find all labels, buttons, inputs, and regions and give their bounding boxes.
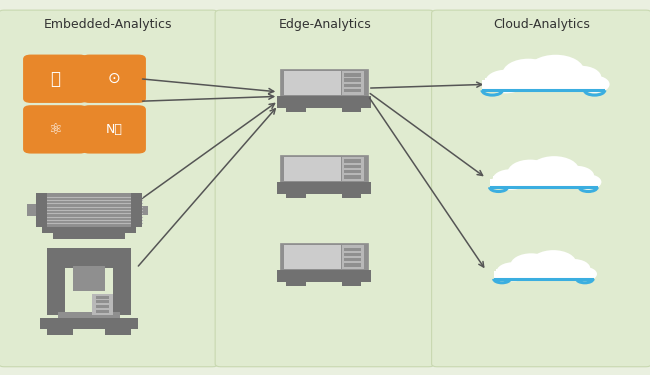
Bar bbox=[286, 107, 306, 112]
Bar bbox=[344, 263, 361, 267]
FancyBboxPatch shape bbox=[0, 10, 218, 367]
Bar bbox=[40, 318, 138, 329]
FancyBboxPatch shape bbox=[23, 105, 87, 154]
Bar bbox=[342, 157, 365, 181]
Bar bbox=[497, 268, 590, 278]
Text: Edge-Analytics: Edge-Analytics bbox=[278, 18, 371, 31]
Circle shape bbox=[493, 169, 528, 190]
Bar bbox=[96, 305, 109, 308]
Bar bbox=[53, 232, 125, 238]
Bar bbox=[96, 310, 109, 313]
Bar bbox=[344, 73, 361, 76]
Text: ⚛: ⚛ bbox=[49, 122, 62, 137]
Text: N⃝: N⃝ bbox=[105, 123, 122, 136]
Bar bbox=[286, 194, 306, 198]
Bar bbox=[342, 107, 361, 112]
Bar bbox=[344, 248, 361, 251]
Bar bbox=[482, 80, 604, 90]
Bar bbox=[58, 312, 120, 319]
FancyBboxPatch shape bbox=[81, 55, 146, 103]
Circle shape bbox=[558, 166, 594, 186]
Bar bbox=[344, 159, 361, 163]
Circle shape bbox=[486, 70, 526, 93]
Bar bbox=[47, 266, 65, 315]
Bar bbox=[277, 270, 370, 282]
Bar bbox=[47, 248, 131, 268]
Bar bbox=[486, 78, 601, 90]
Circle shape bbox=[560, 66, 601, 89]
Bar bbox=[42, 226, 136, 233]
Circle shape bbox=[502, 59, 554, 88]
Text: 🌡: 🌡 bbox=[50, 70, 60, 88]
Circle shape bbox=[527, 55, 584, 88]
Bar bbox=[344, 258, 361, 261]
Bar bbox=[277, 182, 370, 194]
Bar bbox=[344, 170, 361, 173]
Bar bbox=[344, 84, 361, 87]
Bar bbox=[284, 245, 341, 269]
Bar bbox=[277, 96, 370, 108]
Bar bbox=[96, 296, 109, 299]
FancyBboxPatch shape bbox=[81, 105, 146, 154]
Bar bbox=[286, 282, 306, 286]
Circle shape bbox=[575, 174, 601, 190]
Circle shape bbox=[497, 262, 530, 281]
Bar bbox=[344, 78, 361, 82]
Circle shape bbox=[508, 160, 553, 186]
Bar bbox=[280, 69, 368, 97]
Bar bbox=[494, 271, 593, 279]
Bar bbox=[344, 165, 361, 168]
Bar bbox=[92, 294, 113, 315]
Bar bbox=[96, 300, 109, 303]
FancyBboxPatch shape bbox=[432, 10, 650, 367]
Bar bbox=[342, 194, 361, 198]
Bar bbox=[27, 204, 37, 216]
FancyBboxPatch shape bbox=[23, 55, 87, 103]
Bar bbox=[342, 282, 361, 286]
Circle shape bbox=[557, 259, 590, 278]
Circle shape bbox=[529, 156, 579, 185]
Bar bbox=[489, 178, 597, 187]
Bar bbox=[140, 206, 148, 214]
Bar bbox=[342, 71, 365, 94]
Bar bbox=[493, 176, 594, 186]
Bar bbox=[344, 89, 361, 92]
Circle shape bbox=[510, 254, 552, 278]
Bar bbox=[280, 243, 368, 271]
Text: Embedded-Analytics: Embedded-Analytics bbox=[44, 18, 172, 31]
Bar bbox=[105, 328, 131, 335]
Text: ⊙: ⊙ bbox=[107, 71, 120, 86]
Circle shape bbox=[580, 76, 610, 93]
Bar bbox=[284, 71, 341, 94]
Bar bbox=[284, 157, 341, 181]
Bar bbox=[344, 253, 361, 256]
FancyBboxPatch shape bbox=[215, 10, 434, 367]
Circle shape bbox=[530, 250, 577, 277]
Bar bbox=[113, 266, 131, 315]
Bar bbox=[36, 193, 47, 227]
Bar bbox=[280, 155, 368, 183]
Bar bbox=[131, 193, 142, 227]
Bar bbox=[36, 193, 142, 227]
Bar bbox=[47, 328, 73, 335]
Bar bbox=[344, 175, 361, 178]
Text: Cloud-Analytics: Cloud-Analytics bbox=[493, 18, 590, 31]
Bar bbox=[73, 266, 105, 291]
Circle shape bbox=[573, 267, 597, 281]
Bar bbox=[342, 245, 365, 269]
